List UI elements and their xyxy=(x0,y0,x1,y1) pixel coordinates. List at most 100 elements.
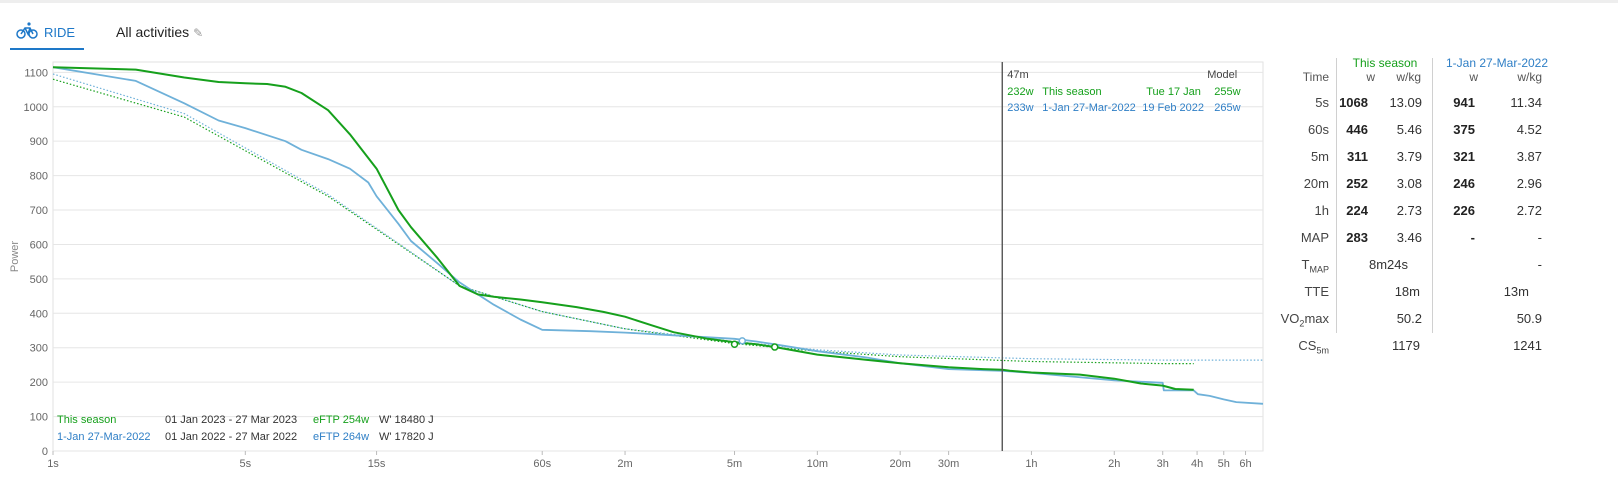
stat-row-label: 1h xyxy=(1314,203,1329,218)
stat-prior-wkg: 3.87 xyxy=(1516,149,1542,164)
x-tick-label: 10m xyxy=(807,458,828,470)
stat-this-w: 311 xyxy=(1347,149,1368,164)
stat-row-label: CS5m xyxy=(1298,338,1329,356)
y-tick-label: 1100 xyxy=(24,67,48,79)
stat-row-label: 60s xyxy=(1308,122,1329,137)
y-tick-label: 400 xyxy=(30,308,48,320)
y-tick-label: 800 xyxy=(30,171,48,183)
y-tick-label: 0 xyxy=(42,446,48,458)
stat-prior-wkg: 2.72 xyxy=(1516,203,1542,218)
y-tick-label: 700 xyxy=(30,205,48,217)
stat-this-wkg: 5.46 xyxy=(1396,122,1422,137)
y-tick-label: 900 xyxy=(30,136,48,148)
stat-row-label: 20m xyxy=(1303,176,1329,191)
cursor-duration: 47m xyxy=(1007,69,1028,81)
stat-prior-cs: 1241 xyxy=(1513,338,1542,353)
stat-prior-wkg: 2.96 xyxy=(1516,176,1542,191)
stat-prior-w: 941 xyxy=(1453,95,1475,110)
x-tick-label: 3h xyxy=(1157,458,1169,470)
y-tick-label: 1000 xyxy=(24,102,48,114)
stat-this-w: 446 xyxy=(1346,122,1368,137)
header-wkg: w/kg xyxy=(1517,70,1542,84)
legend-eftp: eFTP 264w xyxy=(313,431,369,443)
x-tick-label: 4h xyxy=(1191,458,1203,470)
stat-prior-w: 375 xyxy=(1453,122,1475,137)
model-fit-line xyxy=(52,73,1263,361)
stat-this-wkg: 13.09 xyxy=(1389,95,1422,110)
legend-eftp: eFTP 254w xyxy=(313,414,369,426)
stat-this-w: 283 xyxy=(1346,230,1368,245)
stat-prior-vo2max: 50.9 xyxy=(1516,311,1542,326)
cursor-model-header: Model xyxy=(1207,69,1237,81)
stat-row-label: TMAP xyxy=(1301,257,1329,275)
stat-this-vo2max: 50.2 xyxy=(1396,311,1422,326)
stat-this-wkg: 2.73 xyxy=(1396,203,1422,218)
tab-ride-label: RIDE xyxy=(44,25,76,40)
cursor-watts: 233w xyxy=(1007,102,1033,114)
x-tick-label: 1s xyxy=(47,458,59,470)
y-axis-label: Power xyxy=(9,241,21,273)
header-w: w xyxy=(1366,70,1375,84)
stat-row-label: MAP xyxy=(1300,230,1329,245)
stat-row-label: VO2max xyxy=(1280,311,1329,329)
header-wkg: w/kg xyxy=(1396,70,1421,84)
stat-this-cs: 1179 xyxy=(1392,338,1420,353)
stat-prior-w: 246 xyxy=(1453,176,1475,191)
cursor-watts: 232w xyxy=(1007,86,1033,98)
x-tick-label: 2m xyxy=(617,458,632,470)
cursor-series-name: 1-Jan 27-Mar-2022 xyxy=(1042,102,1136,114)
stat-this-w: 252 xyxy=(1346,176,1368,191)
x-tick-label: 60s xyxy=(533,458,551,470)
legend-series-name: 1-Jan 27-Mar-2022 xyxy=(57,431,151,443)
legend-wprime: W' 18480 J xyxy=(379,414,434,426)
stat-prior-wkg: 11.34 xyxy=(1510,95,1542,110)
data-point-marker xyxy=(730,340,739,349)
legend-date-range: 01 Jan 2023 - 27 Mar 2023 xyxy=(165,414,297,426)
stat-prior-w: 226 xyxy=(1453,203,1475,218)
stat-prior-w: - xyxy=(1470,230,1475,245)
stat-prior-w: 321 xyxy=(1453,149,1475,164)
stat-this-w: 224 xyxy=(1346,203,1368,218)
x-tick-label: 2h xyxy=(1108,458,1120,470)
stat-prior-wkg: - xyxy=(1537,230,1542,245)
edit-pencil-icon[interactable]: ✎ xyxy=(193,26,204,40)
header-this-season: This season xyxy=(1352,56,1418,70)
power-curve-chart[interactable]: 0 100 200 300 400 500 600 700 800 900 1000 1100 1s 5s… xyxy=(0,58,1300,488)
series-line xyxy=(52,66,1264,405)
legend-series-name: This season xyxy=(57,414,116,426)
header-prior-period: 1-Jan 27-Mar-2022 xyxy=(1445,56,1549,70)
top-border xyxy=(0,0,1618,3)
stat-this-tmap: 8m24s xyxy=(1368,257,1408,272)
legend-date-range: 01 Jan 2022 - 27 Mar 2022 xyxy=(165,431,297,443)
series-line xyxy=(52,66,1194,391)
stat-prior-tte: 13m xyxy=(1503,284,1529,299)
cursor-model-watts: 265w xyxy=(1214,102,1240,114)
stat-row-label: TTE xyxy=(1304,284,1329,299)
x-tick-label: 20m xyxy=(889,458,910,470)
data-point-marker xyxy=(738,337,746,345)
stat-this-w: 1068 xyxy=(1339,95,1368,110)
stat-prior-tmap: - xyxy=(1537,257,1542,272)
x-tick-label: 15s xyxy=(368,458,386,470)
header-w: w xyxy=(1469,70,1478,84)
x-tick-label: 30m xyxy=(938,458,959,470)
legend-wprime: W' 17820 J xyxy=(379,431,434,443)
tab-ride[interactable]: RIDE xyxy=(10,14,84,50)
activity-filter[interactable]: All activities ✎ xyxy=(116,24,203,40)
stat-this-wkg: 3.46 xyxy=(1396,230,1422,245)
bike-icon xyxy=(16,22,38,39)
data-point-marker xyxy=(770,343,779,351)
x-tick-label: 6h xyxy=(1239,458,1251,470)
activity-filter-label: All activities xyxy=(116,24,190,40)
cursor-series-name: This season xyxy=(1042,86,1101,98)
plot-frame xyxy=(52,61,1264,452)
y-tick-label: 500 xyxy=(30,274,48,286)
y-tick-label: 200 xyxy=(30,377,48,389)
y-tick-label: 300 xyxy=(30,343,48,355)
column-divider xyxy=(1336,58,1337,333)
x-tick-label: 5m xyxy=(727,458,742,470)
header-time: Time xyxy=(1302,70,1329,84)
stat-this-wkg: 3.08 xyxy=(1396,176,1422,191)
stat-row-label: 5m xyxy=(1310,149,1329,164)
x-tick-label: 1h xyxy=(1025,458,1037,470)
